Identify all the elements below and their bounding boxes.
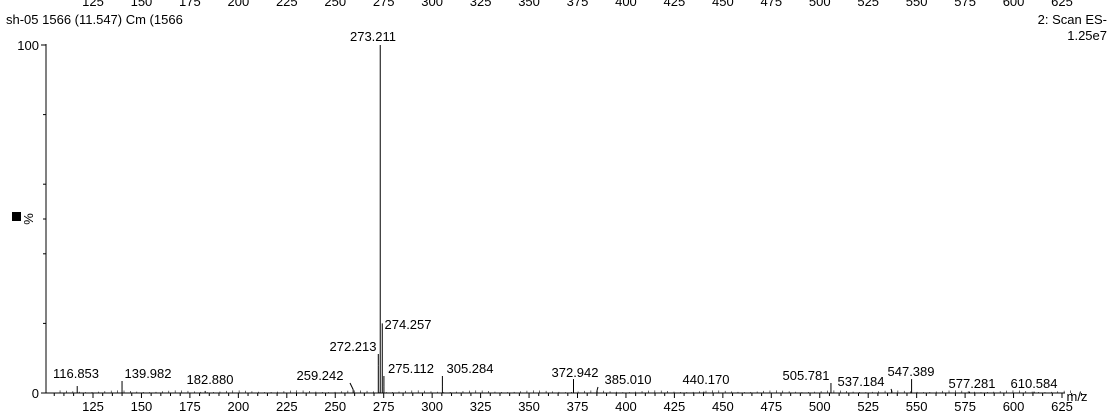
x-tick-label: 550 <box>906 399 928 414</box>
x-tick-label: 525 <box>857 399 879 414</box>
peak-label: 182.880 <box>187 372 234 387</box>
x-tick-label: 575 <box>954 399 976 414</box>
peak-label: 547.389 <box>888 364 935 379</box>
top-tick-label: 275 <box>372 0 395 9</box>
x-axis-label: m/z <box>1067 389 1088 404</box>
scan-label: 2: Scan ES- <box>1037 12 1107 27</box>
peak-label: 305.284 <box>447 361 494 376</box>
top-tick-label: 125 <box>82 0 104 9</box>
top-tick-label: 400 <box>615 0 637 9</box>
top-tick-label: 600 <box>1002 0 1025 9</box>
peak-label: 505.781 <box>783 368 830 383</box>
top-tick-label: 525 <box>857 0 880 9</box>
peak-label: 372.942 <box>552 365 599 380</box>
x-tick-label: 500 <box>809 399 831 414</box>
top-tick-label: 625 <box>1051 0 1073 9</box>
peak-label: 275.112 <box>388 361 434 376</box>
x-tick-label: 125 <box>82 399 104 414</box>
x-tick-label: 175 <box>179 399 201 414</box>
top-tick-label: 550 <box>905 0 928 9</box>
peak-label: 259.242 <box>297 368 344 383</box>
x-tick-label: 225 <box>276 399 298 414</box>
peak-label: 273.211 <box>350 29 396 44</box>
peak-label: 610.584 <box>1011 376 1058 391</box>
legend-square-marker <box>12 212 21 221</box>
peak-label: 577.281 <box>949 376 996 391</box>
peak-label: 116.853 <box>53 366 99 381</box>
peak-label: 537.184 <box>838 374 885 389</box>
x-tick-label: 325 <box>470 399 492 414</box>
peak-label: 274.257 <box>385 317 432 332</box>
x-tick-label: 600 <box>1003 399 1025 414</box>
peak-label: 139.982 <box>125 366 172 381</box>
y-tick-label: 0 <box>32 386 39 401</box>
peak-label-leader <box>596 386 599 392</box>
top-tick-label: 200 <box>227 0 250 9</box>
top-tick-label: 500 <box>808 0 831 9</box>
top-tick-label: 150 <box>130 0 153 9</box>
top-tick-label: 350 <box>518 0 540 9</box>
intensity-label: 1.25e7 <box>1067 28 1107 43</box>
top-tick-label: 325 <box>469 0 492 9</box>
x-tick-label: 400 <box>615 399 637 414</box>
top-axis-tick-labels: 125 150 175 200 225 250 275 300 325 350 375 400 425 4… <box>0 0 1113 9</box>
x-tick-label: 375 <box>567 399 589 414</box>
peak-label: 272.213 <box>330 339 377 354</box>
top-tick-label: 175 <box>179 0 201 9</box>
top-tick-label: 575 <box>954 0 976 9</box>
x-tick-label: 350 <box>518 399 540 414</box>
peak-label-leader <box>349 382 354 390</box>
top-tick-label: 375 <box>566 0 589 9</box>
peak-label: 385.010 <box>605 372 652 387</box>
y-tick-label: 100 <box>17 38 39 53</box>
top-tick-label: 450 <box>711 0 734 9</box>
top-tick-label: 225 <box>275 0 298 9</box>
top-tick-label: 250 <box>324 0 347 9</box>
peak-label: 440.170 <box>683 372 730 387</box>
sample-header: sh-05 1566 (11.547) Cm (1566 <box>6 12 183 27</box>
x-tick-label: 450 <box>712 399 734 414</box>
top-tick-label: 475 <box>760 0 783 9</box>
x-tick-label: 475 <box>760 399 782 414</box>
x-tick-label: 625 <box>1051 399 1073 414</box>
x-tick-label: 200 <box>227 399 249 414</box>
x-tick-label: 425 <box>664 399 686 414</box>
top-tick-label: 425 <box>663 0 686 9</box>
x-tick-label: 250 <box>324 399 346 414</box>
top-tick-label: 300 <box>421 0 443 9</box>
x-tick-label: 275 <box>373 399 395 414</box>
y-axis-label: % <box>21 213 36 225</box>
x-tick-label: 150 <box>131 399 153 414</box>
x-tick-label: 300 <box>421 399 443 414</box>
